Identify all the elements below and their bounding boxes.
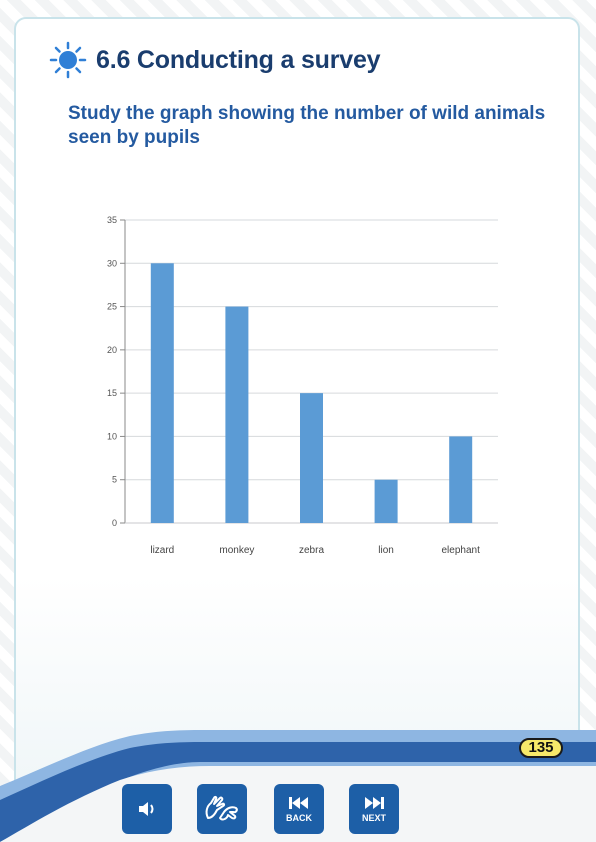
y-tick-label: 15 <box>107 388 117 398</box>
x-tick-label: lion <box>378 545 394 556</box>
x-tick-label: monkey <box>219 545 254 556</box>
back-label: BACK <box>286 812 312 823</box>
y-tick-label: 10 <box>107 431 117 441</box>
y-tick-label: 25 <box>107 302 117 312</box>
x-tick-label: elephant <box>442 545 481 556</box>
sun-icon <box>49 41 87 79</box>
bar-lion <box>374 479 398 523</box>
back-button[interactable]: BACK <box>274 784 324 834</box>
y-tick-label: 35 <box>107 215 117 225</box>
y-tick-label: 0 <box>112 518 117 528</box>
x-tick-label: zebra <box>299 545 324 556</box>
sign-language-button[interactable] <box>197 784 247 834</box>
bar-monkey <box>225 306 249 523</box>
y-tick-label: 5 <box>112 475 117 485</box>
bar-zebra <box>300 393 323 523</box>
y-tick-label: 20 <box>107 345 117 355</box>
sign-language-icon <box>205 795 238 821</box>
page-number-badge: 135 <box>519 738 563 758</box>
section-header: 6.6 Conducting a survey <box>48 40 381 80</box>
audio-button[interactable] <box>122 784 172 834</box>
page-title: 6.6 Conducting a survey <box>96 45 381 74</box>
x-tick-label: lizard <box>150 545 174 556</box>
skip-back-icon <box>289 796 308 809</box>
skip-forward-icon <box>365 796 384 809</box>
speaker-icon <box>139 802 154 816</box>
bar-lizard <box>150 263 174 523</box>
y-tick-label: 30 <box>107 258 117 268</box>
next-button[interactable]: NEXT <box>349 784 399 834</box>
bar-chart: 0 5 10 15 20 25 30 35 lizard monkey zebra lion eleph… <box>38 198 562 570</box>
bar-chart-svg: 0 5 10 15 20 25 30 35 lizard monkey zebra lion eleph… <box>107 215 498 556</box>
next-label: NEXT <box>361 812 386 823</box>
bar-elephant <box>449 436 473 523</box>
instruction-text: Study the graph showing the number of wi… <box>68 103 546 148</box>
